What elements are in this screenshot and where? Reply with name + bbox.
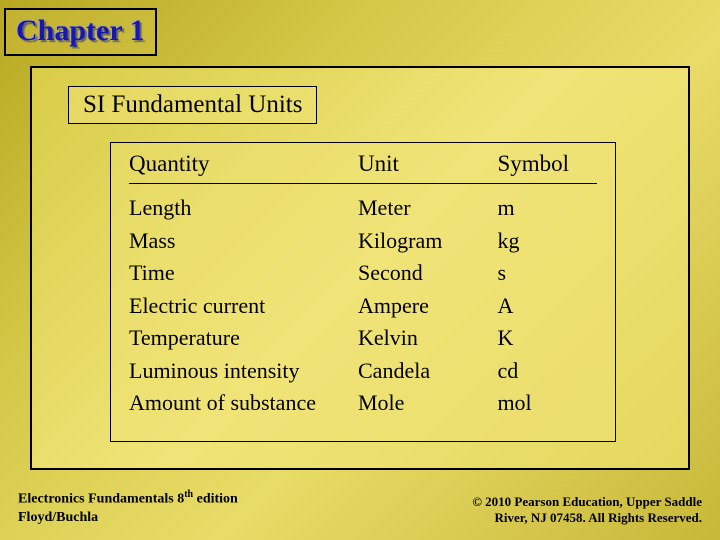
cell-unit: Candela — [358, 355, 487, 388]
cell-quantity: Electric current — [129, 290, 358, 323]
section-title: SI Fundamental Units — [83, 91, 302, 119]
footer-authors: Floyd/Buchla — [18, 510, 98, 525]
main-content-frame: SI Fundamental Units Quantity Unit Symbo… — [30, 66, 690, 470]
table-body: LengthMetermMassKilogramkgTimeSecondsEle… — [129, 192, 597, 420]
header-unit: Unit — [358, 151, 487, 177]
si-units-table: Quantity Unit Symbol LengthMetermMassKil… — [110, 142, 616, 442]
cell-unit: Meter — [358, 192, 487, 225]
footer-edition-sup: th — [184, 489, 193, 500]
chapter-title: Chapter 1 — [16, 14, 145, 48]
table-row: Luminous intensityCandelacd — [129, 355, 597, 388]
cell-unit: Mole — [358, 387, 487, 420]
cell-symbol: A — [487, 290, 597, 323]
cell-unit: Kelvin — [358, 322, 487, 355]
cell-symbol: mol — [487, 387, 597, 420]
cell-symbol: s — [487, 257, 597, 290]
header-quantity: Quantity — [129, 151, 358, 177]
footer-right: © 2010 Pearson Education, Upper Saddle R… — [472, 494, 702, 527]
cell-quantity: Temperature — [129, 322, 358, 355]
cell-unit: Second — [358, 257, 487, 290]
chapter-title-box: Chapter 1 — [4, 8, 157, 56]
cell-quantity: Luminous intensity — [129, 355, 358, 388]
footer-left: Electronics Fundamentals 8th edition Flo… — [18, 489, 238, 526]
section-title-box: SI Fundamental Units — [68, 86, 317, 124]
footer-copyright-line1: © 2010 Pearson Education, Upper Saddle — [472, 494, 702, 509]
cell-symbol: cd — [487, 355, 597, 388]
table-row: Electric currentAmpereA — [129, 290, 597, 323]
cell-quantity: Amount of substance — [129, 387, 358, 420]
table-header-row: Quantity Unit Symbol — [129, 151, 597, 184]
table-row: TimeSeconds — [129, 257, 597, 290]
cell-unit: Ampere — [358, 290, 487, 323]
cell-quantity: Mass — [129, 225, 358, 258]
cell-quantity: Length — [129, 192, 358, 225]
footer-book-title-a: Electronics Fundamentals 8 — [18, 492, 184, 507]
cell-symbol: m — [487, 192, 597, 225]
cell-quantity: Time — [129, 257, 358, 290]
cell-symbol: K — [487, 322, 597, 355]
header-symbol: Symbol — [487, 151, 597, 177]
table-row: TemperatureKelvinK — [129, 322, 597, 355]
table-row: MassKilogramkg — [129, 225, 597, 258]
footer-book-title-c: edition — [193, 492, 238, 507]
table-row: Amount of substanceMolemol — [129, 387, 597, 420]
cell-unit: Kilogram — [358, 225, 487, 258]
footer-copyright-line2: River, NJ 07458. All Rights Reserved. — [494, 510, 702, 525]
cell-symbol: kg — [487, 225, 597, 258]
table-row: LengthMeterm — [129, 192, 597, 225]
